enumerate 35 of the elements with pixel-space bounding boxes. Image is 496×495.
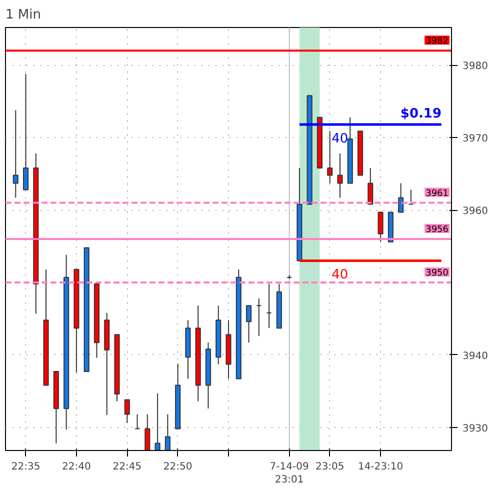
ref-line-label: 3956 (426, 225, 449, 235)
candlestick (266, 283, 272, 329)
chart-title: 1 Min (6, 8, 41, 22)
ref-line-label: 3982 (426, 36, 448, 47)
candlestick (144, 414, 150, 450)
ref-line-label: 3961 (426, 188, 448, 199)
x-tick-label: 23:05 (315, 462, 344, 472)
ref-line-label: 3950 (426, 268, 449, 278)
y-tick-label: 3980 (462, 61, 488, 72)
candlestick (327, 130, 333, 184)
candlestick (12, 110, 18, 198)
y-tick-label: 3940 (462, 350, 488, 362)
candlestick (124, 399, 130, 424)
annotation: 40 (332, 268, 348, 283)
annotation: $0.19 (400, 106, 442, 122)
y-tick-label: 3960 (462, 206, 488, 218)
candlestick (22, 73, 29, 190)
x-tick-label: 14-23:10 (358, 462, 404, 472)
candlestick (368, 168, 374, 205)
y-tick-label: 3930 (462, 423, 488, 434)
x-tick-label: 22:35 (11, 462, 40, 472)
annotation: 40 (332, 132, 348, 147)
candlestick (256, 298, 262, 337)
candlestick (337, 153, 343, 198)
candlestick (378, 212, 384, 242)
x-tick-label: 22:40 (62, 462, 91, 472)
candlestick (134, 414, 140, 430)
candlestick (164, 414, 170, 450)
candlestick (154, 392, 160, 450)
candlestick (398, 182, 404, 213)
x-tick-label: 22:50 (163, 462, 192, 472)
x-tick-label: 7-14-09 23:01 (270, 462, 309, 486)
y-tick-label: 3970 (462, 134, 488, 145)
candlestick (246, 305, 252, 344)
x-tick-label: 22:45 (112, 462, 142, 472)
